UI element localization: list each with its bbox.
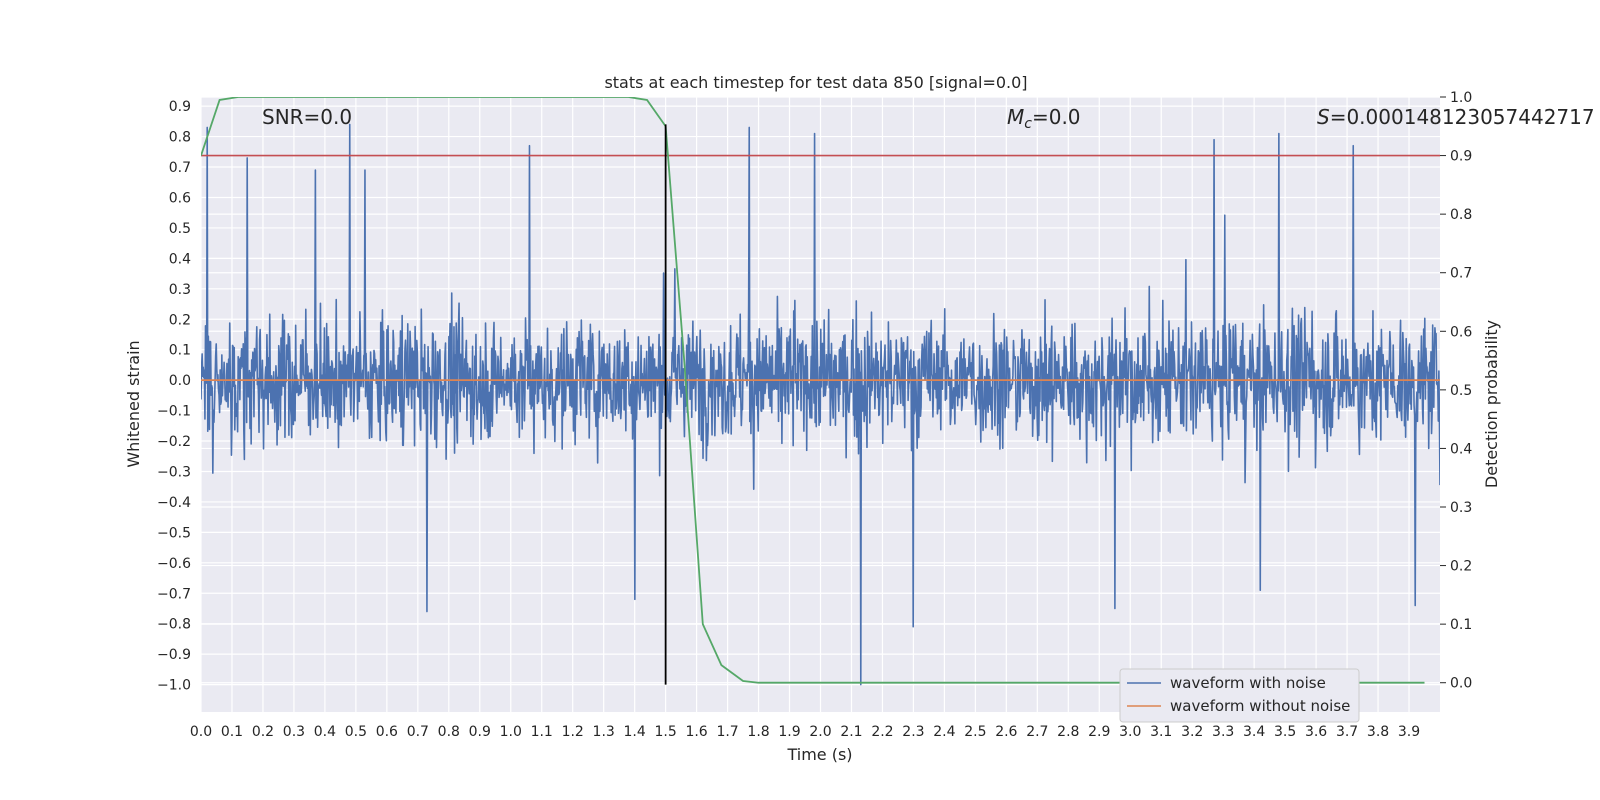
y-tick-label: 0.9: [169, 99, 191, 115]
x-tick-label: 0.2: [252, 724, 274, 740]
x-tick-label: 0.5: [345, 724, 367, 740]
y-tick-label: 0.6: [169, 190, 191, 206]
x-tick-label: 1.7: [716, 724, 738, 740]
y-tick-label: 0.1: [169, 343, 191, 359]
x-tick-label: 3.6: [1305, 724, 1327, 740]
y-tick-label: −0.4: [157, 495, 191, 511]
mc-subscript: c: [1024, 116, 1032, 132]
x-tick-label: 0.8: [438, 724, 460, 740]
x-tick-label: 2.5: [964, 724, 986, 740]
x-tick-label: 3.1: [1150, 724, 1172, 740]
x-tick-label: 1.4: [624, 724, 646, 740]
x-tick-label: 2.8: [1057, 724, 1079, 740]
x-tick-label: 0.0: [190, 724, 212, 740]
series-waveform-with-noise: [201, 123, 1440, 686]
y-axis-label: Whitened strain: [124, 340, 143, 467]
x-tick-label: 1.3: [593, 724, 615, 740]
x-tick-label: 0.6: [376, 724, 398, 740]
x-tick-label: 0.3: [283, 724, 305, 740]
mc-value: =0.0: [1032, 105, 1081, 129]
y2-tick-label: 0.5: [1450, 383, 1472, 399]
y-tick-label: −1.0: [157, 678, 191, 694]
x-tick-label: 3.8: [1367, 724, 1389, 740]
y-tick-label: −0.1: [157, 404, 191, 420]
legend-label-clean: waveform without noise: [1170, 697, 1350, 715]
s-annotation: S=0.00014812305744271​7: [1317, 105, 1595, 129]
mc-symbol: M: [1007, 105, 1024, 129]
x-tick-label: 2.9: [1088, 724, 1110, 740]
x-axis-label: Time (s): [786, 745, 852, 764]
y-tick-label: 0.2: [169, 312, 191, 328]
x-tick-label: 1.5: [654, 724, 676, 740]
x-tick-label: 0.9: [469, 724, 491, 740]
y2-tick-label: 0.2: [1450, 559, 1472, 575]
x-tick-label: 1.1: [531, 724, 553, 740]
y-tick-label: −0.5: [157, 525, 191, 541]
y-tick-label: −0.7: [157, 586, 191, 602]
y2-tick-label: 0.8: [1450, 207, 1472, 223]
y2-tick-label: 0.7: [1450, 266, 1472, 282]
y2-tick-label: 0.6: [1450, 324, 1472, 340]
x-tick-label: 1.2: [562, 724, 584, 740]
x-tick-label: 3.7: [1336, 724, 1358, 740]
y-tick-label: −0.2: [157, 434, 191, 450]
y-tick-label: −0.3: [157, 464, 191, 480]
y2-tick-labels: 1.0 0.9 0.8 0.7 0.6 0.5 0.4 0.3 0.2 0.1 0.0: [1440, 90, 1472, 692]
x-tick-label: 3.2: [1181, 724, 1203, 740]
y-tick-label: −0.8: [157, 617, 191, 633]
x-tick-label: 2.7: [1026, 724, 1048, 740]
legend: waveform with noise waveform without noi…: [1119, 668, 1360, 723]
y-tick-label: 0.3: [169, 282, 191, 298]
series-layer: [201, 97, 1440, 686]
x-tick-label: 2.4: [933, 724, 955, 740]
y2-tick-label: 0.4: [1450, 441, 1472, 457]
x-tick-label: 1.9: [778, 724, 800, 740]
x-grid: [200, 97, 1410, 712]
x-tick-label: 2.1: [840, 724, 862, 740]
x-tick-labels: 0.0 0.1 0.2 0.3 0.4 0.5 0.6 0.7 0.8 0.9 1.0 1.1 1.2 1…: [190, 724, 1420, 740]
y-tick-labels: 0.9 0.8 0.7 0.6 0.5 0.4 0.3 0.2 0.1 0.0 −0.1 −0.2 −0…: [157, 99, 191, 693]
y2-axis-label: Detection probability: [1482, 320, 1501, 488]
x-tick-label: 3.5: [1274, 724, 1296, 740]
x-tick-label: 1.0: [500, 724, 522, 740]
legend-label-noise: waveform with noise: [1170, 674, 1326, 692]
y-tick-label: 0.0: [169, 373, 191, 389]
s-value: =0.00014812305744271​7: [1330, 105, 1595, 129]
x-tick-label: 1.8: [747, 724, 769, 740]
y2-tick-label: 0.9: [1450, 149, 1472, 165]
x-tick-label: 3.9: [1398, 724, 1420, 740]
snr-annotation: SNR=0.0: [262, 105, 352, 129]
chirp-mass-annotation: Mc=0.0: [1007, 105, 1081, 132]
y2-tick-label: 0.3: [1450, 500, 1472, 516]
x-tick-label: 0.1: [221, 724, 243, 740]
s-symbol: S: [1317, 105, 1330, 129]
x-tick-label: 2.0: [809, 724, 831, 740]
x-tick-label: 3.3: [1212, 724, 1234, 740]
x-tick-label: 0.7: [407, 724, 429, 740]
y-tick-label: 0.5: [169, 221, 191, 237]
y2-tick-label: 0.1: [1450, 617, 1472, 633]
y2-tick-label: 0.0: [1450, 676, 1472, 692]
legend-box: [1119, 668, 1360, 723]
y-tick-label: 0.8: [169, 130, 191, 146]
y-tick-label: 0.4: [169, 251, 191, 267]
x-tick-label: 2.3: [902, 724, 924, 740]
x-tick-label: 2.6: [995, 724, 1017, 740]
x-tick-label: 3.4: [1243, 724, 1265, 740]
y2-tick-label: 1.0: [1450, 90, 1472, 106]
y-tick-label: −0.6: [157, 556, 191, 572]
chart-title: stats at each timestep for test data 850…: [604, 73, 1027, 92]
y-tick-label: 0.7: [169, 160, 191, 176]
x-tick-label: 2.2: [871, 724, 893, 740]
x-tick-label: 0.4: [314, 724, 336, 740]
x-tick-label: 1.6: [685, 724, 707, 740]
y-tick-label: −0.9: [157, 647, 191, 663]
x-tick-label: 3.0: [1119, 724, 1141, 740]
